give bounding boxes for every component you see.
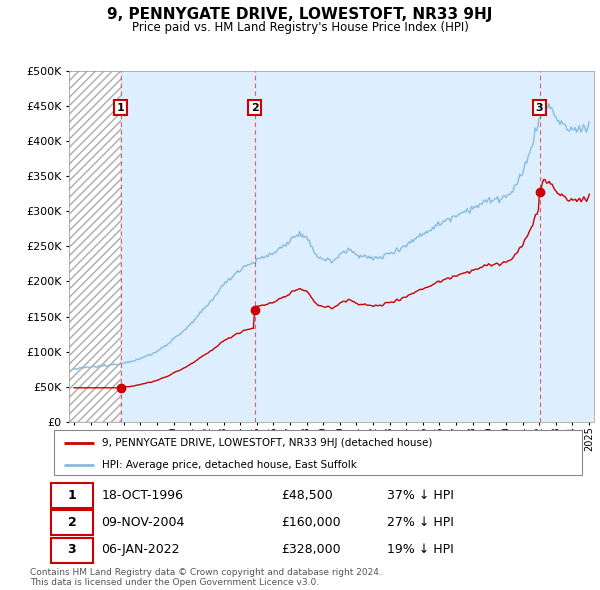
Text: 1: 1	[116, 103, 124, 113]
FancyBboxPatch shape	[54, 430, 582, 475]
Bar	[69, 71, 121, 422]
Text: 2: 2	[251, 103, 259, 113]
Bar	[121, 71, 594, 422]
Text: 37% ↓ HPI: 37% ↓ HPI	[386, 489, 454, 502]
FancyBboxPatch shape	[52, 483, 92, 508]
Text: 3: 3	[536, 103, 544, 113]
Text: 9, PENNYGATE DRIVE, LOWESTOFT, NR33 9HJ: 9, PENNYGATE DRIVE, LOWESTOFT, NR33 9HJ	[107, 7, 493, 22]
FancyBboxPatch shape	[52, 538, 92, 563]
Text: 19% ↓ HPI: 19% ↓ HPI	[386, 543, 454, 556]
Text: 9, PENNYGATE DRIVE, LOWESTOFT, NR33 9HJ (detached house): 9, PENNYGATE DRIVE, LOWESTOFT, NR33 9HJ …	[101, 438, 432, 448]
Text: Price paid vs. HM Land Registry's House Price Index (HPI): Price paid vs. HM Land Registry's House …	[131, 21, 469, 34]
Text: £48,500: £48,500	[281, 489, 333, 502]
Text: £328,000: £328,000	[281, 543, 341, 556]
Text: 2: 2	[68, 516, 76, 529]
Text: 09-NOV-2004: 09-NOV-2004	[101, 516, 185, 529]
Text: 18-OCT-1996: 18-OCT-1996	[101, 489, 184, 502]
Text: 27% ↓ HPI: 27% ↓ HPI	[386, 516, 454, 529]
Text: £160,000: £160,000	[281, 516, 341, 529]
Text: 1: 1	[68, 489, 76, 502]
Text: 06-JAN-2022: 06-JAN-2022	[101, 543, 180, 556]
Text: Contains HM Land Registry data © Crown copyright and database right 2024.
This d: Contains HM Land Registry data © Crown c…	[30, 568, 382, 587]
Text: HPI: Average price, detached house, East Suffolk: HPI: Average price, detached house, East…	[101, 460, 356, 470]
Text: 3: 3	[68, 543, 76, 556]
FancyBboxPatch shape	[52, 510, 92, 535]
